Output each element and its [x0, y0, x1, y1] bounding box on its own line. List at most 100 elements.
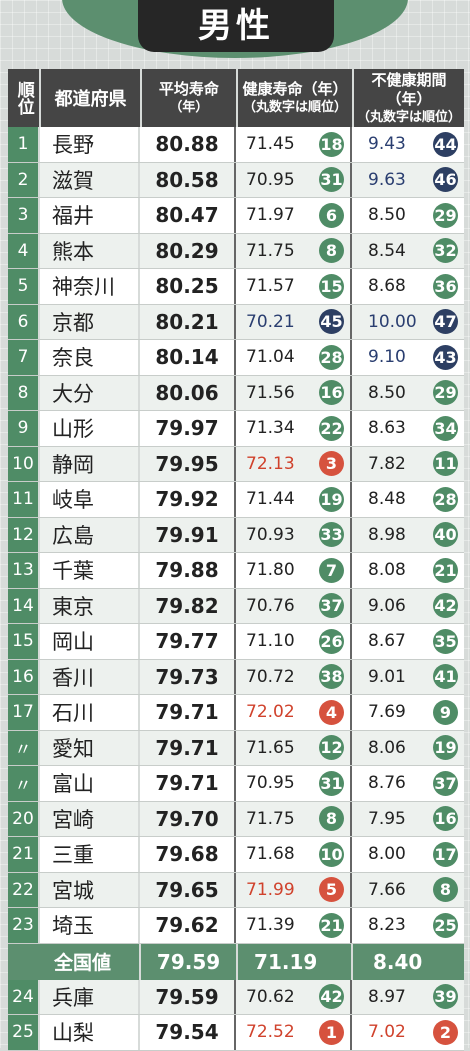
pref-cell: 福井: [40, 198, 140, 233]
table-row: 6 京都 80.21 70.21 45 10.00 47: [8, 304, 464, 340]
header-rank-label: 順位: [13, 81, 34, 115]
pref-cell: 宮崎: [40, 801, 140, 836]
unhealthy-rank-badge: 35: [433, 628, 458, 654]
avg-cell: 80.06: [140, 375, 236, 410]
healthy-value: 71.56: [246, 382, 295, 403]
unhealthy-cell: 8.50 29: [352, 198, 464, 233]
rank-cell: 1: [8, 127, 40, 162]
unhealthy-value: 7.82: [368, 453, 406, 474]
healthy-rank-badge: 26: [319, 628, 344, 654]
pref-cell: 岐阜: [40, 482, 140, 517]
healthy-rank-badge: 37: [319, 593, 344, 619]
rank-cell: 23: [8, 908, 40, 943]
unhealthy-rank-badge: 37: [433, 770, 458, 796]
avg-cell: 79.68: [140, 837, 236, 872]
unhealthy-value: 8.76: [368, 773, 406, 794]
unhealthy-value: 8.97: [368, 986, 406, 1007]
header-avg-unit: （年）: [169, 100, 209, 115]
table-row: 15 岡山 79.77 71.10 26 8.67 35: [8, 624, 464, 660]
pref-cell: 静岡: [40, 446, 140, 481]
avg-cell: 80.21: [140, 304, 236, 339]
unhealthy-value: 8.48: [368, 489, 406, 510]
avg-cell: 79.91: [140, 517, 236, 552]
unhealthy-value: 10.00: [368, 311, 417, 332]
healthy-rank-badge: 45: [319, 309, 344, 335]
table-row: 22 宮城 79.65 71.99 5 7.66 8: [8, 872, 464, 908]
rank-cell: 2: [8, 162, 40, 197]
page-title: 男性: [138, 0, 334, 52]
healthy-value: 71.80: [246, 560, 295, 581]
pref-cell: 兵庫: [40, 979, 140, 1014]
header-healthy-note: （丸数字は順位）: [242, 100, 347, 115]
healthy-rank-badge: 19: [319, 486, 344, 512]
healthy-value: 72.13: [246, 453, 295, 474]
national-label: 全国値: [8, 943, 142, 980]
healthy-rank-badge: 3: [319, 451, 344, 477]
healthy-value: 70.76: [246, 595, 295, 616]
healthy-value: 71.34: [246, 418, 295, 439]
healthy-value: 70.72: [246, 666, 295, 687]
healthy-value: 71.57: [246, 276, 295, 297]
unhealthy-value: 8.68: [368, 276, 406, 297]
healthy-value: 70.21: [246, 311, 295, 332]
avg-cell: 79.77: [140, 624, 236, 659]
avg-cell: 80.14: [140, 340, 236, 375]
unhealthy-value: 9.43: [368, 134, 406, 155]
avg-cell: 79.59: [140, 979, 236, 1014]
healthy-value: 71.10: [246, 631, 295, 652]
healthy-cell: 70.21 45: [236, 304, 352, 339]
healthy-rank-badge: 8: [319, 238, 344, 264]
healthy-value: 70.62: [246, 986, 295, 1007]
unhealthy-cell: 8.76 37: [352, 766, 464, 801]
avg-cell: 79.92: [140, 482, 236, 517]
header-avg-label: 平均寿命: [158, 80, 219, 98]
healthy-value: 71.44: [246, 489, 295, 510]
rank-cell: 13: [8, 553, 40, 588]
healthy-cell: 71.99 5: [236, 872, 352, 907]
healthy-cell: 71.65 12: [236, 730, 352, 765]
healthy-cell: 71.56 16: [236, 375, 352, 410]
pref-cell: 長野: [40, 127, 140, 162]
avg-cell: 79.95: [140, 446, 236, 481]
pref-cell: 山梨: [40, 1015, 140, 1050]
unhealthy-value: 8.50: [368, 205, 406, 226]
unhealthy-value: 9.01: [368, 666, 406, 687]
healthy-cell: 71.97 6: [236, 198, 352, 233]
healthy-value: 71.68: [246, 844, 295, 865]
healthy-value: 71.65: [246, 737, 295, 758]
avg-cell: 79.82: [140, 588, 236, 623]
healthy-cell: 72.02 4: [236, 695, 352, 730]
unhealthy-rank-badge: 17: [433, 841, 458, 867]
pref-cell: 熊本: [40, 233, 140, 268]
healthy-rank-badge: 4: [319, 699, 344, 725]
healthy-cell: 70.62 42: [236, 979, 352, 1014]
healthy-rank-badge: 10: [319, 841, 344, 867]
avg-cell: 79.62: [140, 908, 236, 943]
healthy-rank-badge: 31: [319, 770, 344, 796]
unhealthy-value: 7.66: [368, 879, 406, 900]
unhealthy-cell: 8.98 40: [352, 518, 464, 553]
healthy-rank-badge: 38: [319, 664, 344, 690]
rank-cell: 22: [8, 872, 40, 907]
rank-cell: 17: [8, 695, 40, 730]
avg-cell: 80.58: [140, 162, 236, 197]
table-row: 2 滋賀 80.58 70.95 31 9.63 46: [8, 162, 464, 198]
rows-top: 1 長野 80.88 71.45 18 9.43 44 2 滋賀 80.58 7…: [8, 127, 464, 944]
unhealthy-value: 8.98: [368, 524, 406, 545]
table-row: 17 石川 79.71 72.02 4 7.69 9: [8, 695, 464, 731]
healthy-value: 70.95: [246, 169, 295, 190]
healthy-rank-badge: 12: [319, 735, 344, 761]
unhealthy-cell: 8.97 39: [352, 980, 464, 1015]
national-unhealthy: 8.40: [373, 949, 423, 974]
table-row: 16 香川 79.73 70.72 38 9.01 41: [8, 659, 464, 695]
unhealthy-rank-badge: 16: [433, 806, 458, 832]
unhealthy-value: 7.95: [368, 808, 406, 829]
table-row: 〃 愛知 79.71 71.65 12 8.06 19: [8, 730, 464, 766]
healthy-rank-badge: 22: [319, 415, 344, 441]
rank-cell: 24: [8, 979, 40, 1014]
unhealthy-rank-badge: 41: [433, 664, 458, 690]
unhealthy-value: 9.63: [368, 169, 406, 190]
header-unhealthy-note: （丸数字は順位）: [356, 109, 461, 125]
unhealthy-rank-badge: 8: [433, 877, 458, 903]
unhealthy-rank-badge: 9: [433, 699, 458, 725]
